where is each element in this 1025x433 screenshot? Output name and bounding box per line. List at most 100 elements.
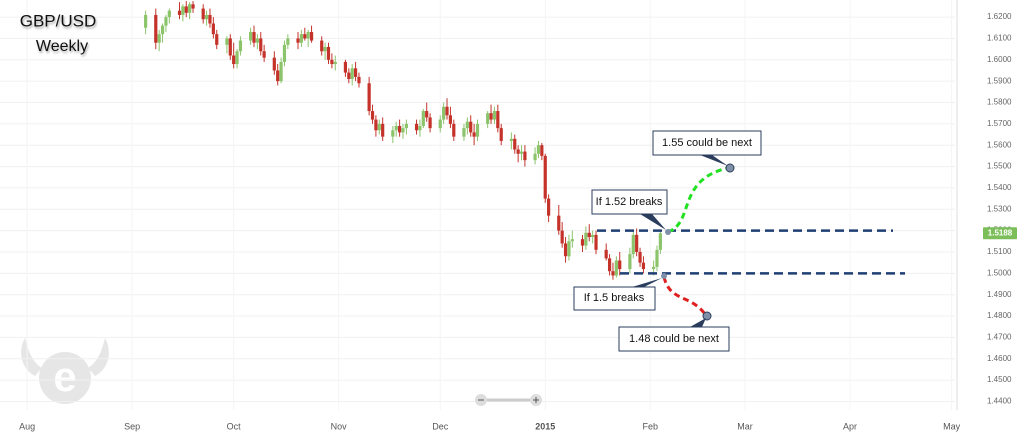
candle-body <box>357 76 361 84</box>
candle-body <box>252 32 256 43</box>
zoom-control[interactable] <box>475 394 542 406</box>
candle-body <box>540 145 544 156</box>
candle-body <box>154 14 158 43</box>
y-tick-label: 1.6100 <box>987 34 1012 43</box>
candle-body <box>513 138 517 150</box>
chart-title: GBP/USD <box>20 11 97 30</box>
x-tick-label: Sep <box>124 421 140 431</box>
callout-tail <box>700 155 728 166</box>
candle-body <box>547 198 551 216</box>
candle-body <box>425 111 429 118</box>
candle-body <box>635 234 639 252</box>
y-tick-label: 1.5500 <box>987 162 1012 171</box>
candle-body <box>438 119 442 129</box>
candle-body <box>448 115 453 124</box>
callout-box <box>591 189 668 215</box>
y-tick-label: 1.5100 <box>987 247 1012 256</box>
candle-body <box>641 262 646 270</box>
x-tick-label: Oct <box>227 421 242 431</box>
candle-body <box>374 119 378 131</box>
callout-box <box>652 130 762 156</box>
y-tick-label: 1.5000 <box>987 268 1012 277</box>
candle-body <box>516 149 520 154</box>
callout-text: If 1.52 breaks <box>596 196 663 208</box>
y-tick-label: 1.6200 <box>987 12 1012 21</box>
candle-body <box>587 232 591 238</box>
break-dot <box>665 229 671 235</box>
y-tick-label: 1.4500 <box>987 375 1012 384</box>
candle-body <box>249 32 253 41</box>
candle-body <box>401 128 405 133</box>
candle-body <box>469 121 473 133</box>
candle-body <box>215 34 219 45</box>
candle-body <box>523 151 527 161</box>
candle-body <box>533 153 537 161</box>
y-tick-label: 1.5800 <box>987 98 1012 107</box>
candle-body <box>279 61 283 82</box>
candle-body <box>591 234 595 238</box>
candle-body <box>489 113 493 120</box>
candle-body <box>347 72 351 80</box>
candle-body <box>144 14 148 28</box>
candle-body <box>323 46 327 52</box>
candle-body <box>628 254 632 270</box>
candle-body <box>259 38 263 52</box>
candle-body <box>333 61 337 65</box>
candle-body <box>496 111 500 129</box>
brand-logo: e <box>21 338 109 404</box>
plot-area <box>0 0 955 410</box>
break-dot <box>661 273 667 279</box>
candle-body <box>651 266 656 270</box>
candle-body <box>201 8 205 20</box>
candle-body <box>519 151 524 154</box>
candle-body <box>204 14 209 20</box>
candle-body <box>563 243 568 257</box>
candle-body <box>404 123 408 129</box>
candle-body <box>638 251 642 263</box>
y-tick-label: 1.4800 <box>987 311 1012 320</box>
candle-body <box>299 34 304 43</box>
up-arrow <box>667 166 729 234</box>
callout-tail <box>640 214 666 230</box>
candle-body <box>492 111 497 120</box>
callout-tail <box>632 278 662 287</box>
callout-box <box>618 326 730 352</box>
candle-body <box>486 113 490 124</box>
candle-body <box>160 25 165 35</box>
candle-body <box>309 32 314 41</box>
candle-body <box>225 38 229 45</box>
candle-body <box>472 132 476 137</box>
callout-text: 1.48 could be next <box>629 333 719 345</box>
annotations: 1.55 could be next If 1.52 breaks If 1.5… <box>573 130 762 352</box>
y-tick-label: 1.5400 <box>987 183 1012 192</box>
candle-body <box>377 123 381 131</box>
candle-body <box>536 145 541 154</box>
x-tick-label: May <box>943 421 961 431</box>
candle-body <box>282 44 287 62</box>
candle-body <box>330 59 334 65</box>
candle-body <box>353 68 358 77</box>
candle-body <box>326 46 331 60</box>
candle-body <box>181 6 185 15</box>
x-tick-label: Nov <box>331 421 348 431</box>
candle-body <box>208 14 212 24</box>
candle-body <box>445 106 449 116</box>
callout-text: If 1.5 breaks <box>584 292 645 304</box>
candle-body <box>428 117 432 129</box>
candle-body <box>306 32 310 39</box>
candle-body <box>157 34 161 43</box>
candle-body <box>567 241 571 257</box>
candle-body <box>320 40 324 52</box>
candle-body <box>475 123 480 137</box>
candle-body <box>418 125 422 131</box>
target-dot <box>725 163 735 173</box>
candle-body <box>421 111 425 126</box>
candle-body <box>618 260 622 270</box>
x-tick-label: Mar <box>737 421 753 431</box>
target-dot <box>702 311 712 321</box>
candle-body <box>414 123 419 131</box>
candle-body <box>594 234 598 250</box>
x-tick-label: Dec <box>432 421 449 431</box>
candle-body <box>232 55 236 65</box>
candle-body <box>191 4 195 9</box>
